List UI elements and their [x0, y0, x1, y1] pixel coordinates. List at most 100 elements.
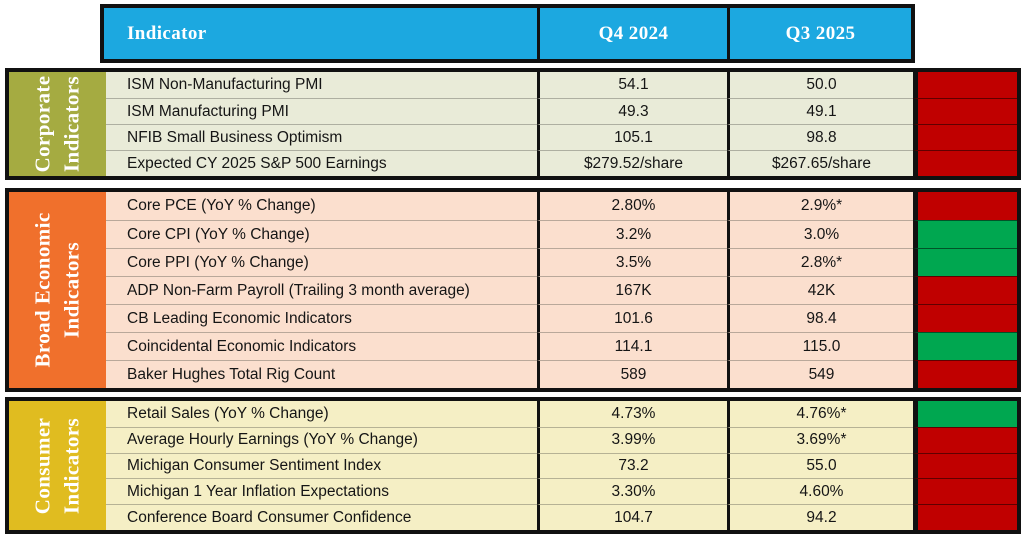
- q3-value-cell: 2.9%*: [727, 192, 913, 220]
- status-cell: [913, 478, 1017, 505]
- indicator-name-cell: Retail Sales (YoY % Change): [127, 404, 329, 422]
- q4-value-cell: 589: [537, 360, 727, 388]
- section-label-line2: Indicators: [59, 417, 84, 514]
- section-consumer-indicators: Consumer Indicators Retail Sales (YoY % C…: [5, 397, 1021, 534]
- table-row: Core PCE (YoY % Change) 2.80% 2.9%*: [106, 192, 1017, 220]
- indicator-name-cell: Michigan Consumer Sentiment Index: [106, 452, 537, 479]
- q4-value-cell: 73.2: [537, 452, 727, 479]
- status-cell: [913, 360, 1017, 388]
- table-row: Baker Hughes Total Rig Count 589 549: [106, 360, 1017, 388]
- table-row: Core PPI (YoY % Change) 3.5% 2.8%*: [106, 248, 1017, 276]
- section-label-line1: Broad Economic: [30, 212, 55, 368]
- q4-value-cell: 4.73%: [537, 401, 727, 427]
- indicator-name-cell: NFIB Small Business Optimism: [106, 124, 537, 150]
- indicator-name-cell: CB Leading Economic Indicators: [106, 304, 537, 332]
- section-rows: Retail Sales (YoY % Change) 4.73% 4.76%*…: [106, 401, 1017, 530]
- status-cell: [913, 72, 1017, 98]
- status-cell: [913, 220, 1017, 248]
- table-row: ISM Non-Manufacturing PMI 54.1 50.0: [106, 72, 1017, 98]
- q3-value-cell: 3.69%*: [727, 426, 913, 453]
- section-label-line1: Consumer: [30, 417, 55, 514]
- q3-value-cell: 2.8%*: [727, 248, 913, 276]
- q3-value-cell: 4.76%*: [727, 401, 913, 427]
- q3-value-cell: 55.0: [727, 452, 913, 479]
- status-cell: [913, 401, 1017, 427]
- indicator-name-cell: Expected CY 2025 S&P 500 Earnings: [106, 150, 537, 176]
- q4-value-cell: 54.1: [537, 72, 727, 98]
- indicator-name-cell: ADP Non-Farm Payroll (Trailing 3 month a…: [106, 276, 537, 304]
- status-cell: [913, 150, 1017, 176]
- status-cell: [913, 192, 1017, 220]
- status-cell: [913, 304, 1017, 332]
- q3-value-cell: 98.8: [727, 124, 913, 150]
- section-label-text: Broad Economic Indicators: [29, 212, 87, 367]
- q4-value-cell: 3.99%: [537, 426, 727, 453]
- section-broad-economic-indicators: Broad Economic Indicators Core PCE (YoY %…: [5, 188, 1021, 392]
- status-cell: [913, 248, 1017, 276]
- q4-value-cell: 2.80%: [537, 192, 727, 220]
- header-indicator: Indicator: [127, 22, 207, 44]
- q3-value-cell: 98.4: [727, 304, 913, 332]
- section-label-consumer: Consumer Indicators: [9, 401, 106, 530]
- table-row: NFIB Small Business Optimism 105.1 98.8: [106, 124, 1017, 150]
- q4-value-cell: 3.30%: [537, 478, 727, 505]
- section-label-corporate: Corporate Indicators: [9, 72, 106, 176]
- indicator-name-cell: Core PCE (YoY % Change): [127, 197, 316, 214]
- indicator-name-cell: Core PPI (YoY % Change): [106, 248, 537, 276]
- table-row: Conference Board Consumer Confidence 104…: [106, 504, 1017, 530]
- status-cell: [913, 124, 1017, 150]
- indicator-name-cell: Core CPI (YoY % Change): [106, 220, 537, 248]
- status-cell: [913, 276, 1017, 304]
- section-label-line2: Indicators: [59, 75, 84, 173]
- section-rows: Core PCE (YoY % Change) 2.80% 2.9%* Core…: [106, 192, 1017, 388]
- q4-value-cell: $279.52/share: [537, 150, 727, 176]
- q3-value-cell: 50.0: [727, 72, 913, 98]
- q3-value-cell: 49.1: [727, 98, 913, 124]
- header-q3-2025: Q3 2025: [727, 8, 911, 59]
- indicator-name-cell: Baker Hughes Total Rig Count: [106, 360, 537, 388]
- section-label-line1: Corporate: [30, 75, 55, 173]
- status-cell: [913, 98, 1017, 124]
- q4-value-cell: 104.7: [537, 504, 727, 530]
- section-corporate-indicators: Corporate Indicators ISM Non-Manufacturin…: [5, 68, 1021, 180]
- table-row: CB Leading Economic Indicators 101.6 98.…: [106, 304, 1017, 332]
- table-row: ADP Non-Farm Payroll (Trailing 3 month a…: [106, 276, 1017, 304]
- q3-value-cell: 549: [727, 360, 913, 388]
- table-row: Coincidental Economic Indicators 114.1 1…: [106, 332, 1017, 360]
- section-label-line2: Indicators: [59, 241, 84, 339]
- status-cell: [913, 426, 1017, 453]
- q4-value-cell: 105.1: [537, 124, 727, 150]
- section-label-broad-economic: Broad Economic Indicators: [9, 192, 106, 388]
- q4-value-cell: 3.5%: [537, 248, 727, 276]
- table-row: Expected CY 2025 S&P 500 Earnings $279.5…: [106, 150, 1017, 176]
- q3-value-cell: 42K: [727, 276, 913, 304]
- q4-value-cell: 3.2%: [537, 220, 727, 248]
- q3-value-cell: $267.65/share: [727, 150, 913, 176]
- status-cell: [913, 452, 1017, 479]
- indicator-name-cell: ISM Manufacturing PMI: [106, 98, 537, 124]
- section-label-text: Consumer Indicators: [29, 417, 87, 514]
- q3-value-cell: 3.0%: [727, 220, 913, 248]
- status-cell: [913, 332, 1017, 360]
- indicator-name-cell: Coincidental Economic Indicators: [106, 332, 537, 360]
- table-row: Average Hourly Earnings (YoY % Change) 3…: [106, 426, 1017, 453]
- q4-value-cell: 101.6: [537, 304, 727, 332]
- status-cell: [913, 504, 1017, 530]
- indicator-name-cell: Michigan 1 Year Inflation Expectations: [106, 478, 537, 504]
- table-row: Retail Sales (YoY % Change) 4.73% 4.76%*: [106, 401, 1017, 427]
- indicator-name-cell: ISM Non-Manufacturing PMI: [127, 76, 323, 93]
- table-row: ISM Manufacturing PMI 49.3 49.1: [106, 98, 1017, 124]
- section-label-text: Corporate Indicators: [29, 76, 87, 173]
- q3-value-cell: 4.60%: [727, 478, 913, 505]
- q4-value-cell: 167K: [537, 276, 727, 304]
- table-header: Indicator Q4 2024 Q3 2025: [100, 4, 915, 63]
- indicator-name-cell: Average Hourly Earnings (YoY % Change): [106, 426, 537, 453]
- table-row: Core CPI (YoY % Change) 3.2% 3.0%: [106, 220, 1017, 248]
- table-row: Michigan Consumer Sentiment Index 73.2 5…: [106, 452, 1017, 479]
- q3-value-cell: 115.0: [727, 332, 913, 360]
- indicator-name-cell: Conference Board Consumer Confidence: [106, 504, 537, 530]
- section-rows: ISM Non-Manufacturing PMI 54.1 50.0 ISM …: [106, 72, 1017, 176]
- header-q4-2024: Q4 2024: [537, 8, 727, 59]
- q4-value-cell: 49.3: [537, 98, 727, 124]
